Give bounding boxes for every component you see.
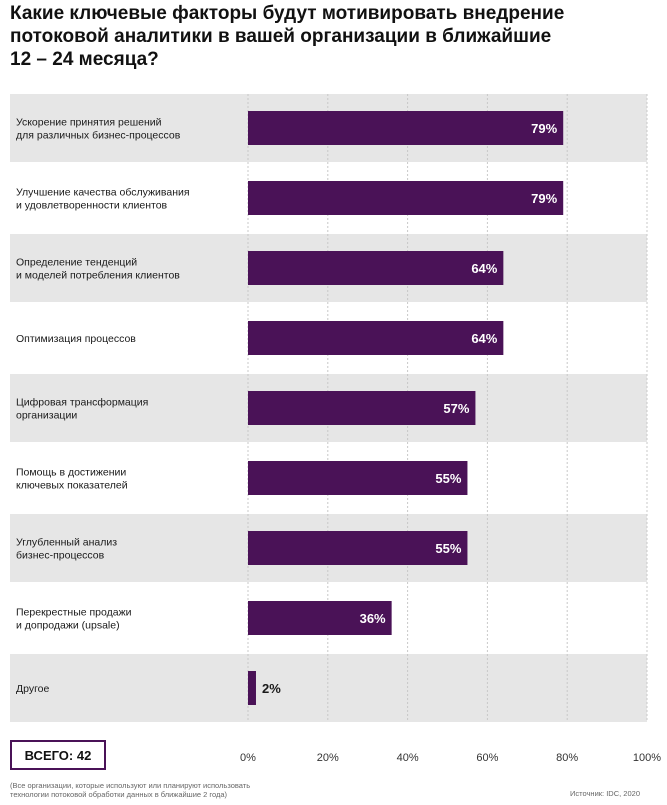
x-tick-label: 40% xyxy=(397,752,419,764)
category-label: Углубленный анализ xyxy=(16,537,117,549)
data-label: 64% xyxy=(471,331,497,346)
bar xyxy=(248,601,392,635)
x-tick-label: 20% xyxy=(317,752,339,764)
category-label: организации xyxy=(16,410,77,422)
x-tick-label: 0% xyxy=(240,752,256,764)
x-tick-label: 100% xyxy=(633,752,661,764)
footnote-line: (Все организации, которые используют или… xyxy=(10,781,251,790)
footnote-line: технологии потоковой обработки данных в … xyxy=(10,790,228,799)
category-label: Улучшение качества обслуживания xyxy=(16,187,190,199)
footnote: (Все организации, которые используют или… xyxy=(10,781,330,799)
data-label: 79% xyxy=(531,191,557,206)
category-label: Ускорение принятия решений xyxy=(16,117,162,129)
category-label: ключевых показателей xyxy=(16,480,128,492)
category-label: и удовлетворенности клиентов xyxy=(16,200,168,212)
category-label: Другое xyxy=(16,683,50,695)
data-label: 57% xyxy=(443,401,469,416)
x-tick-label: 80% xyxy=(556,752,578,764)
data-label: 55% xyxy=(435,471,461,486)
category-label: и моделей потребления клиентов xyxy=(16,270,180,282)
data-label: 64% xyxy=(471,261,497,276)
category-label: Перекрестные продажи xyxy=(16,607,132,619)
category-label: бизнес-процессов xyxy=(16,550,105,562)
category-label: Помощь в достижении xyxy=(16,467,126,479)
category-label: Оптимизация процессов xyxy=(16,333,136,345)
bar xyxy=(248,531,468,565)
category-label: для различных бизнес-процессов xyxy=(16,130,181,142)
bar xyxy=(248,461,468,495)
title-line: Какие ключевые факторы будут мотивироват… xyxy=(10,3,565,24)
category-label: Цифровая трансформация xyxy=(16,397,148,409)
data-label: 36% xyxy=(360,611,386,626)
bar xyxy=(248,391,476,425)
total-label: ВСЕГО: 42 xyxy=(24,747,92,763)
source-note: Источник: IDC, 2020 xyxy=(570,789,640,798)
data-label: 55% xyxy=(435,541,461,556)
row-band xyxy=(10,654,647,722)
bar xyxy=(248,251,504,285)
bar xyxy=(248,181,564,215)
bar xyxy=(248,111,564,145)
total-respondents-box: ВСЕГО: 42 xyxy=(10,740,106,770)
title-line: потоковой аналитики в вашей организации … xyxy=(10,26,552,47)
bar xyxy=(248,671,256,705)
data-label: 79% xyxy=(531,121,557,136)
x-tick-label: 60% xyxy=(476,752,498,764)
data-label: 2% xyxy=(262,681,281,696)
bar xyxy=(248,321,504,355)
chart-title: Какие ключевые факторы будут мотивироват… xyxy=(10,2,610,71)
category-label: и допродажи (upsale) xyxy=(16,620,120,632)
category-label: Определение тенденций xyxy=(16,257,137,269)
title-line: 12 – 24 месяца? xyxy=(10,49,159,70)
